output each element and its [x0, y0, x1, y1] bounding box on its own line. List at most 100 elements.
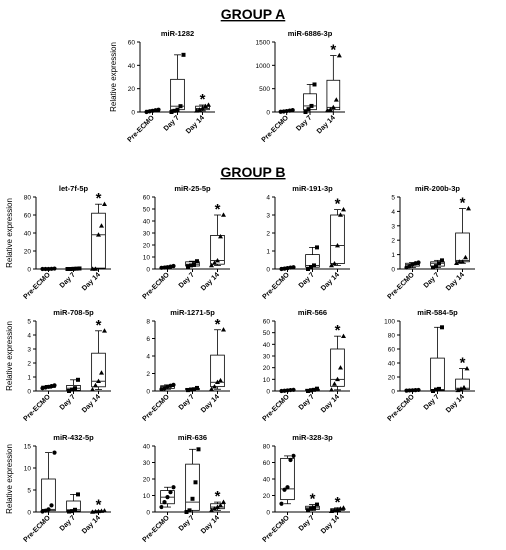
x-tick-label: Pre-ECMO [261, 393, 291, 423]
x-tick-label: Day 7 [423, 393, 441, 411]
data-point [335, 243, 340, 248]
y-tick-label: 60 [263, 319, 271, 326]
significance: * [200, 91, 206, 108]
data-point [193, 480, 198, 485]
data-point [156, 107, 161, 112]
y-tick-label: 2 [27, 361, 31, 368]
y-tick-label: 2 [266, 231, 270, 238]
data-point [434, 387, 438, 392]
y-tick-label: 4 [146, 354, 150, 361]
data-point [171, 263, 176, 269]
data-point [49, 503, 54, 508]
data-point [431, 265, 435, 270]
x-tick-label: Day 14 [316, 114, 337, 135]
y-tick-label: 0 [146, 510, 150, 517]
data-point [315, 502, 319, 507]
data-point [306, 267, 310, 271]
significance: * [335, 196, 341, 213]
x-tick-label: Day 14 [320, 393, 341, 414]
data-point [212, 260, 217, 265]
data-point [309, 388, 313, 393]
y-tick-label: 0 [27, 389, 31, 396]
significance: * [460, 355, 466, 372]
data-point [312, 82, 317, 87]
y-tick-label: 20 [388, 375, 396, 382]
data-point [190, 496, 195, 501]
data-point [461, 384, 467, 390]
data-point [282, 487, 287, 492]
y-tick-label: 0 [146, 267, 150, 274]
panel: miR-1282 Relative expression 0 20 40 60 Pre-EC… [109, 29, 215, 144]
data-point [203, 103, 208, 108]
x-tick-label: Day 14 [445, 393, 466, 414]
data-point [309, 265, 313, 270]
y-axis-label: Relative expression [5, 444, 14, 514]
x-tick-label: Day 7 [59, 514, 77, 532]
data-point [416, 387, 421, 393]
data-point [218, 234, 223, 239]
x-tick-label: Day 14 [81, 393, 102, 414]
group-heading: GROUP A [221, 6, 286, 22]
y-tick-label: 10 [24, 466, 32, 473]
y-tick-label: 30 [143, 231, 151, 238]
x-tick-label: Day 14 [320, 514, 341, 535]
data-point [330, 104, 336, 110]
data-point [279, 501, 284, 506]
panel-title: miR-200b-3p [415, 184, 460, 193]
panel: miR-566 0 10 20 30 40 50 60 Pre-ECMO Day 7 Day 14 * [261, 308, 350, 423]
data-point [315, 245, 319, 250]
data-point [175, 107, 180, 112]
data-point [171, 382, 176, 387]
y-tick-label: 3 [27, 347, 31, 354]
x-tick-label: Day 7 [295, 114, 313, 132]
data-point [440, 258, 444, 263]
y-axis-label: Relative expression [5, 198, 14, 268]
panel-title: let-7f-5p [59, 184, 89, 193]
panel-title: miR-25-5p [174, 184, 211, 193]
box [280, 457, 295, 501]
data-point [46, 507, 51, 512]
data-point [195, 259, 199, 264]
data-point [434, 264, 438, 269]
significance: * [330, 42, 336, 59]
box [91, 212, 106, 269]
y-tick-label: 0 [27, 267, 31, 274]
data-point [306, 508, 310, 513]
data-point [200, 105, 205, 111]
data-point [288, 457, 293, 463]
data-point [455, 387, 461, 393]
y-tick-label: 80 [388, 333, 396, 340]
data-point [73, 386, 77, 391]
y-tick-label: 100 [384, 319, 395, 326]
panel: miR-432-5p Relative expression 0 5 10 15 Pre-E… [5, 433, 111, 544]
x-tick-label: Pre-ECMO [141, 393, 171, 423]
data-point [209, 262, 214, 268]
data-point [291, 453, 296, 458]
y-tick-label: 50 [263, 330, 271, 337]
data-point [440, 325, 444, 330]
y-tick-label: 1 [266, 249, 270, 256]
data-point [189, 263, 193, 268]
x-tick-label: Pre-ECMO [22, 393, 52, 423]
data-point [178, 104, 183, 109]
box [330, 214, 345, 264]
panel: miR-708-5p Relative expression 0 1 2 3 4 5 Pre-E… [5, 308, 111, 423]
data-point [464, 366, 470, 371]
data-point [96, 232, 101, 237]
data-point [329, 387, 334, 392]
data-point [279, 388, 284, 394]
x-tick-label: Pre-ECMO [22, 514, 52, 544]
panel: miR-6886-3p 0 500 1000 1500 Pre-ECMO Day 7 Day … [256, 29, 345, 144]
data-point [189, 387, 193, 392]
data-point [463, 254, 468, 260]
data-point [159, 265, 164, 270]
panel-title: miR-566 [298, 308, 327, 317]
panel-title: miR-1282 [161, 29, 194, 38]
data-point [466, 205, 471, 211]
x-tick-label: Day 7 [163, 114, 181, 132]
data-point [215, 258, 220, 263]
x-tick-label: Day 14 [200, 514, 221, 535]
data-point [437, 386, 441, 391]
x-tick-label: Pre-ECMO [386, 271, 416, 301]
